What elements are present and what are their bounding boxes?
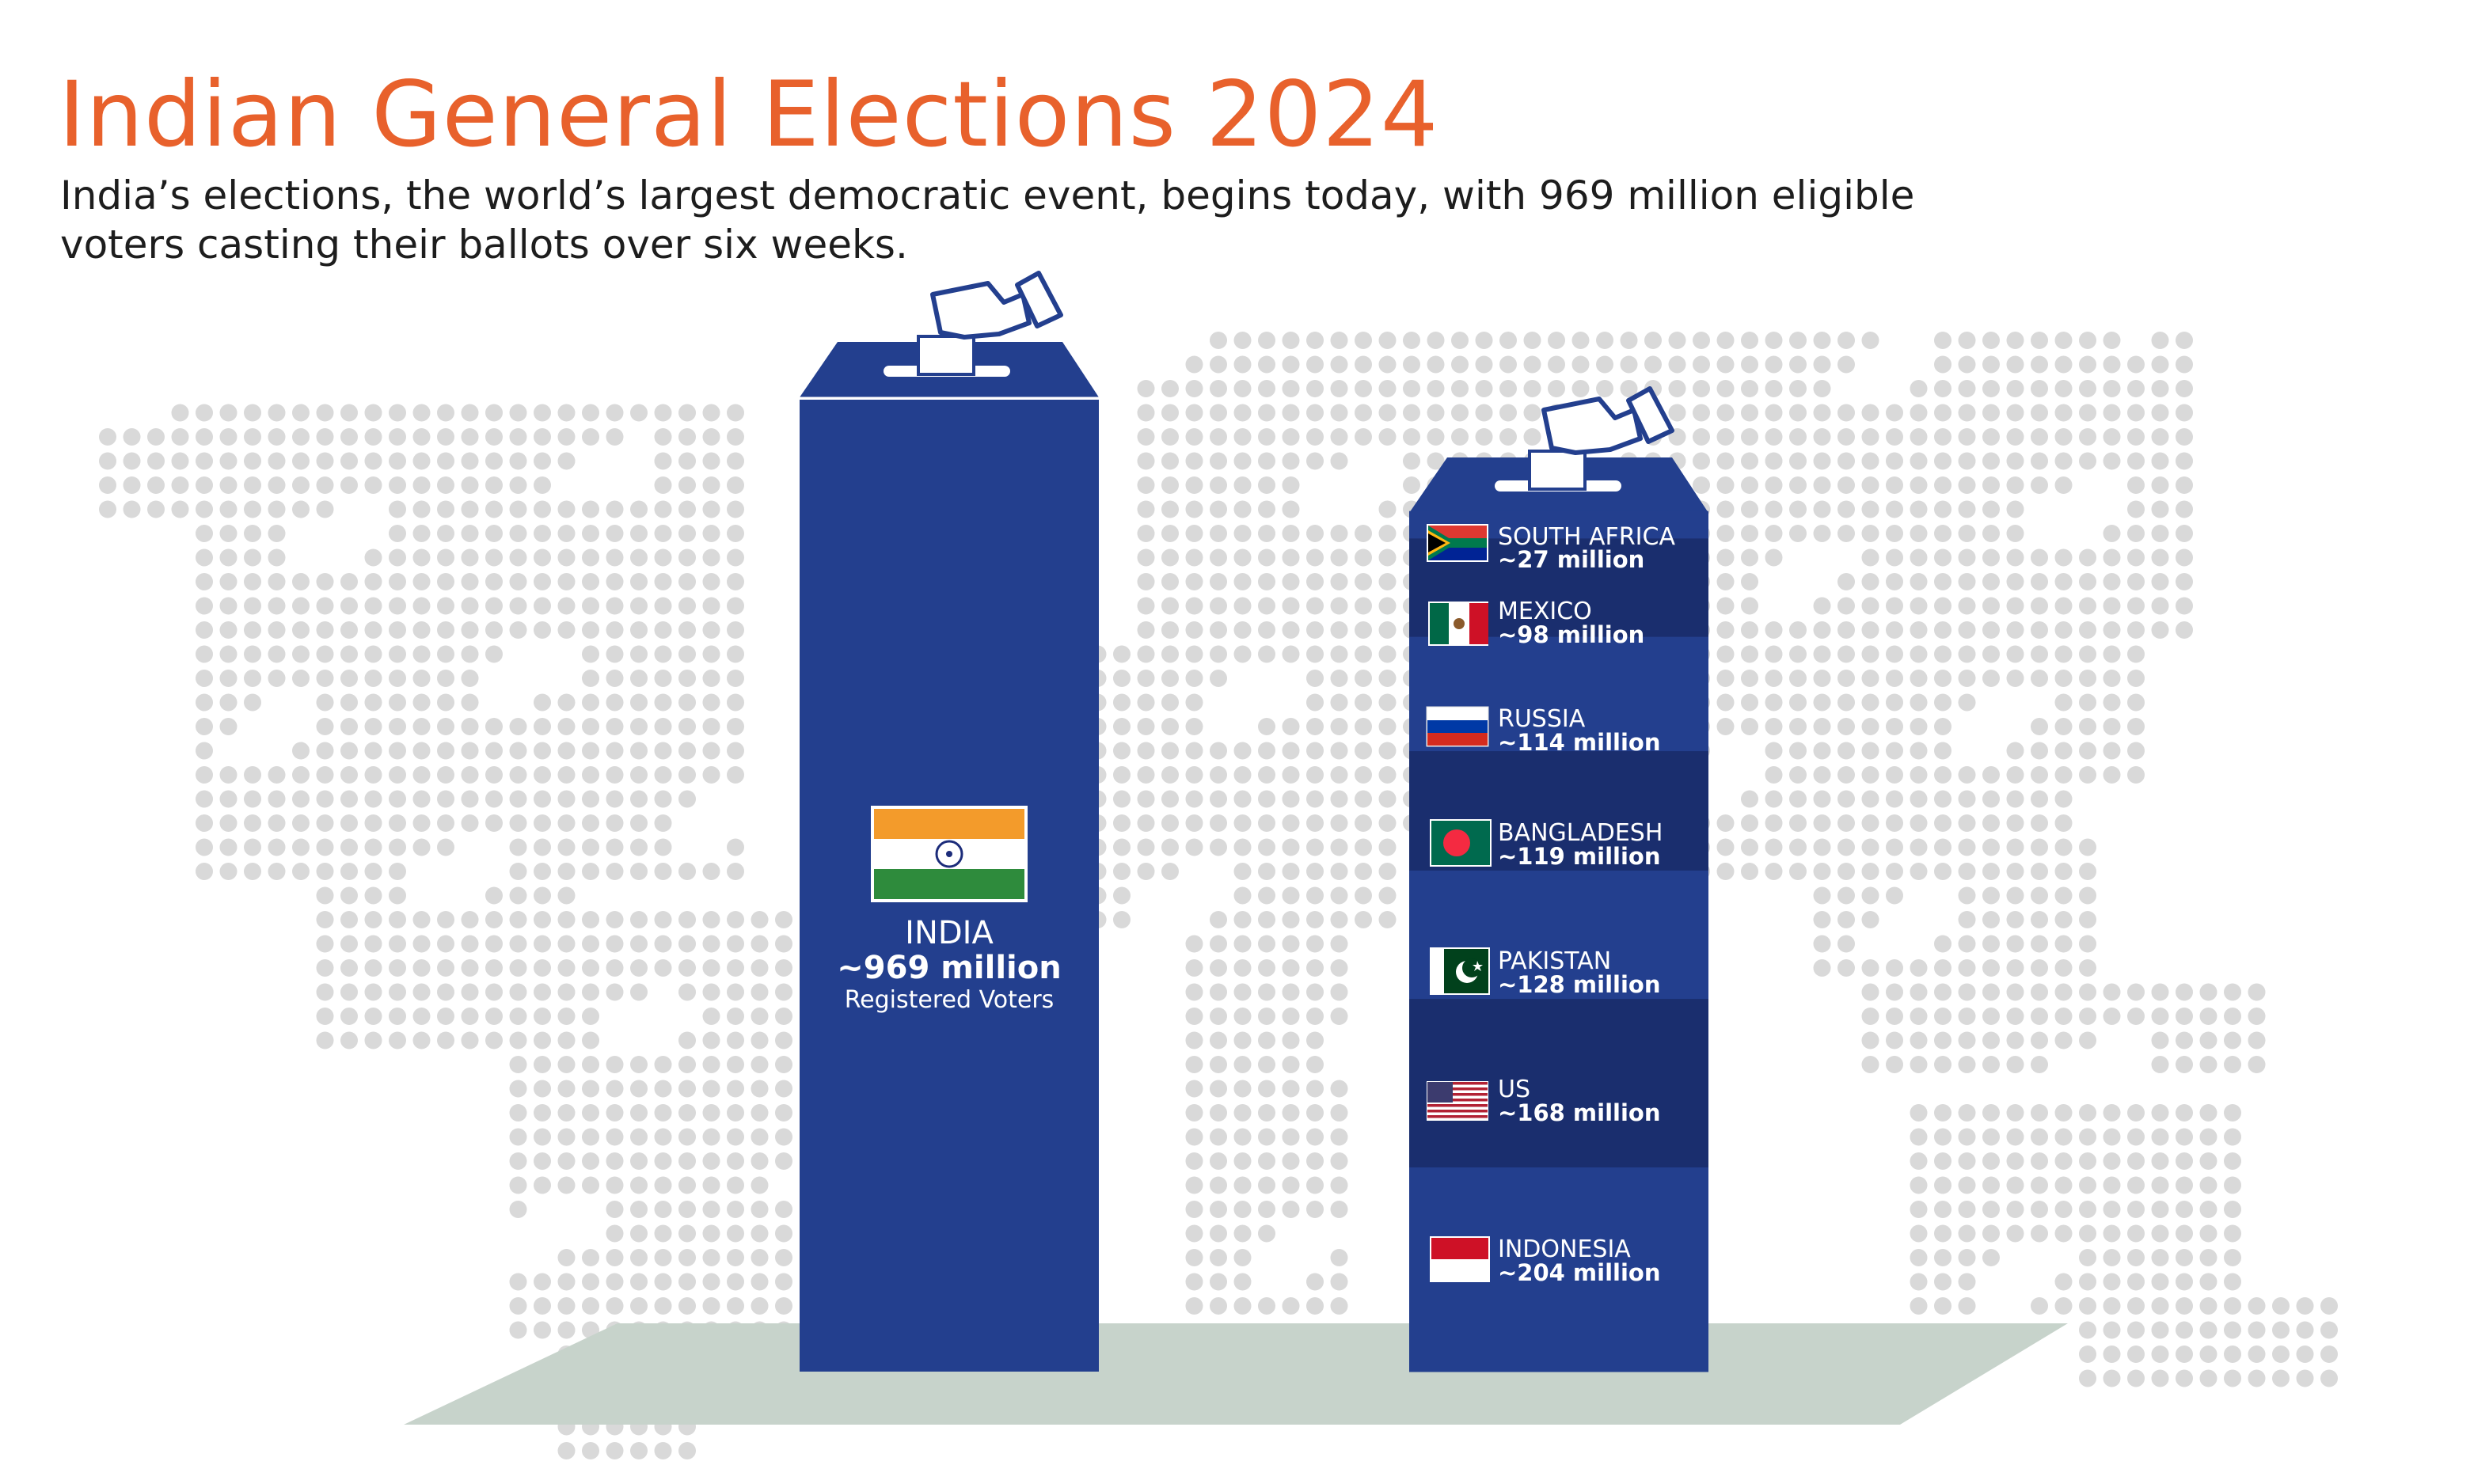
page-title: Indian General Elections 2024	[59, 62, 1439, 167]
segment-value-mexico: ~98 million	[1498, 621, 1644, 648]
india-ballot-box: INDIA ~969 million Registered Voters	[800, 271, 1099, 1372]
segment-value-us: ~168 million	[1498, 1099, 1660, 1126]
segment-label-russia: RUSSIA	[1498, 705, 1586, 733]
ballot-hand-icon	[1528, 386, 1674, 491]
other-countries-ballot-box: SOUTH AFRICA ~27 million MEXICO ~98 mill…	[1409, 386, 1708, 1372]
stack-labels: SOUTH AFRICA ~27 million MEXICO ~98 mill…	[1498, 523, 1675, 1286]
ballot-hand-icon	[917, 271, 1063, 376]
mexico-flag-icon	[1428, 602, 1488, 646]
pakistan-flag-icon	[1430, 947, 1490, 995]
indonesia-flag-icon	[1430, 1236, 1490, 1282]
segment-value-south-africa: ~27 million	[1498, 546, 1644, 573]
world-map-background	[99, 332, 2338, 1459]
segment-value-indonesia: ~204 million	[1498, 1259, 1660, 1286]
india-sub-label: Registered Voters	[845, 986, 1055, 1014]
segment-label-mexico: MEXICO	[1498, 598, 1592, 625]
us-flag-icon	[1427, 1081, 1488, 1121]
south-africa-flag-icon	[1427, 524, 1488, 562]
segment-label-pakistan: PAKISTAN	[1498, 947, 1611, 975]
page-subtitle: India’s elections, the world’s largest d…	[60, 173, 1915, 268]
russia-flag-icon	[1426, 706, 1489, 747]
segment-label-indonesia: INDONESIA	[1498, 1235, 1631, 1263]
india-value-label: ~969 million	[837, 950, 1061, 986]
segment-value-russia: ~114 million	[1498, 729, 1660, 756]
india-flag-icon	[871, 806, 1028, 902]
segment-label-us: US	[1498, 1076, 1530, 1103]
segment-value-bangladesh: ~119 million	[1498, 843, 1660, 870]
bangladesh-flag-icon	[1430, 819, 1492, 867]
india-country-label: INDIA	[905, 915, 994, 951]
segment-label-bangladesh: BANGLADESH	[1498, 819, 1663, 847]
segment-value-pakistan: ~128 million	[1498, 971, 1660, 998]
floor-platform	[404, 1323, 2068, 1425]
segment-label-south-africa: SOUTH AFRICA	[1498, 523, 1675, 551]
